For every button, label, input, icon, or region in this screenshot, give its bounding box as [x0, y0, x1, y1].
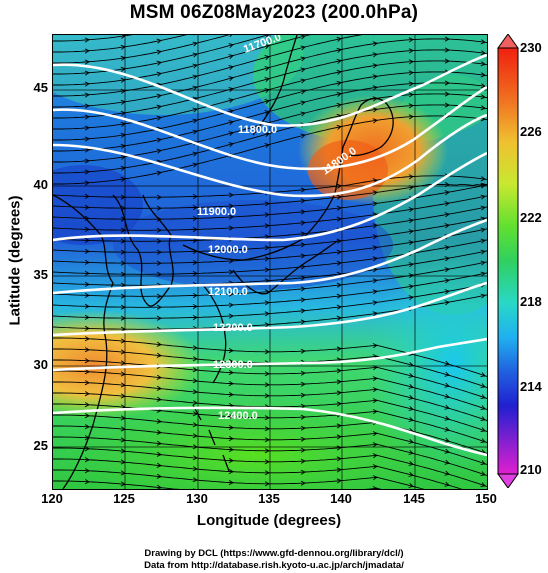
streamline [53, 71, 487, 141]
streamline [53, 38, 487, 108]
contour-label: 12200.0 [213, 322, 253, 334]
streamline [53, 447, 487, 487]
colorbar-label: 226 [520, 124, 542, 139]
streamline [53, 392, 487, 432]
colorbar-label: 210 [520, 462, 542, 477]
streamline [53, 469, 425, 489]
streamline [53, 239, 487, 275]
colorbar-scale [497, 34, 519, 488]
streamline [53, 480, 382, 489]
streamline [53, 35, 270, 75]
streamline [53, 183, 487, 209]
streamline [53, 425, 487, 465]
streamline [53, 337, 487, 377]
contour-label: 12100.0 [208, 286, 248, 298]
streamline [53, 104, 487, 174]
streamline [53, 206, 487, 242]
streamline [53, 93, 487, 163]
streamline [53, 184, 487, 220]
streamline [53, 403, 487, 443]
streamline [53, 35, 134, 42]
streamline [53, 217, 487, 253]
streamline [53, 272, 487, 308]
x-tick-label: 135 [258, 491, 280, 506]
coastlines [53, 35, 394, 489]
streamline [53, 35, 188, 53]
streamline [53, 414, 487, 454]
contour-label: 12300.0 [213, 359, 253, 371]
wind-arrow [229, 35, 233, 38]
streamline [53, 370, 487, 410]
streamline [53, 115, 487, 185]
x-tick-label: 120 [41, 491, 63, 506]
streamline [53, 195, 487, 231]
streamline [53, 381, 487, 421]
map-plot: 11700.0 11800.0 11800.0 11900.0 12000.0 … [52, 34, 488, 490]
streamline [53, 35, 311, 86]
streamline [53, 49, 487, 119]
colorbar-label: 214 [520, 379, 542, 394]
y-tick-label: 30 [33, 357, 48, 372]
colorbar-label: 230 [520, 40, 542, 55]
wind-arrow [265, 35, 270, 39]
contour-label: 11900.0 [197, 206, 236, 218]
wind-streamlines [53, 35, 487, 489]
x-axis-label: Longitude (degrees) [196, 512, 342, 529]
streamline [53, 458, 463, 489]
streamline [53, 359, 487, 399]
height-contours [53, 53, 487, 457]
credit-data: Data from http://database.rish.kyoto-u.a… [144, 560, 404, 571]
streamline [53, 283, 487, 319]
colorbar: 230 226 222 218 214 210 [496, 34, 548, 488]
streamline [53, 82, 487, 152]
y-tick-label: 25 [33, 438, 48, 453]
streamline [53, 35, 363, 97]
x-tick-label: 150 [475, 491, 497, 506]
credit-drawing: Drawing by DCL (https://www.gfd-dennou.o… [144, 548, 404, 559]
streamline [53, 436, 487, 476]
contour-label: 12000.0 [208, 244, 248, 256]
y-tick-label: 40 [33, 177, 48, 192]
x-tick-label: 130 [186, 491, 208, 506]
x-tick-label: 145 [403, 491, 425, 506]
map-canvas: 11700.0 11800.0 11800.0 11900.0 12000.0 … [53, 35, 487, 489]
colorbar-min-arrow [497, 473, 519, 488]
streamline [53, 228, 487, 264]
y-tick-label: 45 [33, 80, 48, 95]
streamline [53, 60, 487, 130]
y-tick-label: 35 [33, 267, 48, 282]
colorbar-label: 222 [520, 210, 542, 225]
streamline [53, 35, 230, 64]
y-axis-label: Latitude (degrees) [6, 195, 24, 326]
colorbar-label: 218 [520, 294, 542, 309]
x-tick-label: 125 [113, 491, 135, 506]
colorbar-max-arrow [497, 34, 519, 49]
contour-label: 12400.0 [218, 410, 258, 422]
contour-label: 11800.0 [238, 124, 277, 136]
map-title: MSM 06Z08May2023 (200.0hPa) [129, 2, 419, 23]
x-tick-label: 140 [330, 491, 352, 506]
streamline [53, 250, 487, 286]
